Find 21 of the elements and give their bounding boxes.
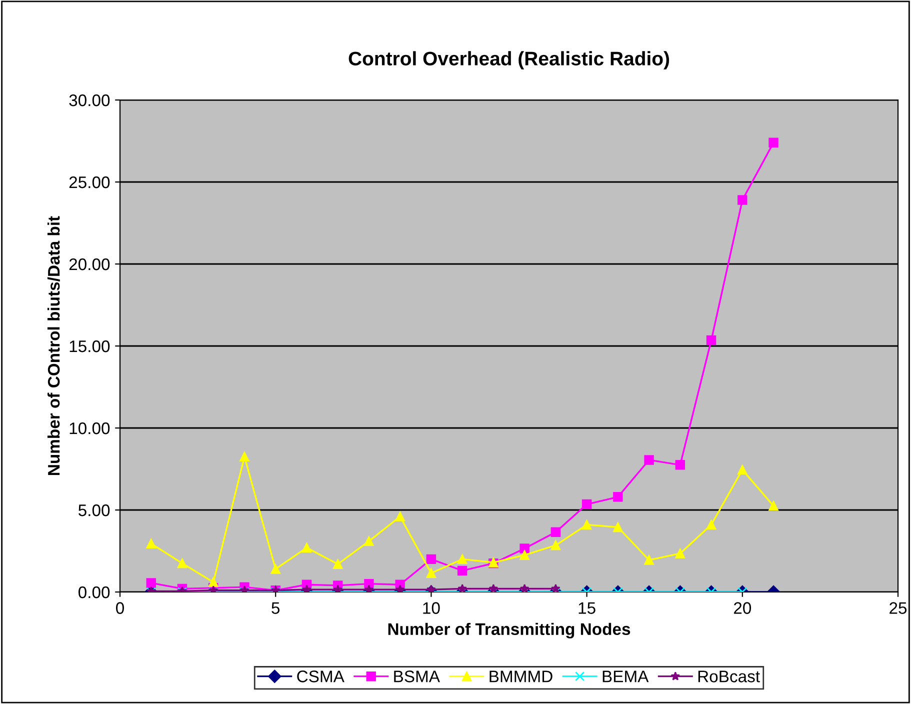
y-tick-label: 0.00 [78, 586, 110, 598]
x-axis-title: Number of Transmitting Nodes [388, 622, 630, 638]
legend-label: CSMA [297, 670, 344, 682]
y-axis-title: Number of COntrol biuts/Data bit [47, 216, 60, 475]
chart-title: Control Overhead (Realistic Radio) [348, 51, 670, 70]
y-tick-label: 20.00 [69, 258, 110, 270]
legend-label: BMMMD [490, 670, 552, 682]
y-tick-label: 10.00 [70, 422, 110, 434]
y-tick-label: 15.00 [70, 340, 110, 352]
x-tick-label: 20 [734, 602, 752, 614]
y-tick-label: 30.00 [69, 94, 110, 106]
legend-label: BSMA [394, 670, 440, 682]
legend-label: RoBcast [698, 670, 760, 682]
legend-label: BEMA [602, 670, 649, 682]
x-tick-label: 25 [890, 602, 907, 614]
y-tick-label: 5.00 [78, 504, 110, 516]
x-tick-label: 5 [272, 602, 280, 614]
x-tick-label: 15 [578, 602, 596, 614]
y-tick-label: 25.00 [69, 176, 110, 188]
x-tick-label: 0 [116, 602, 124, 614]
x-tick-label: 10 [423, 602, 440, 614]
